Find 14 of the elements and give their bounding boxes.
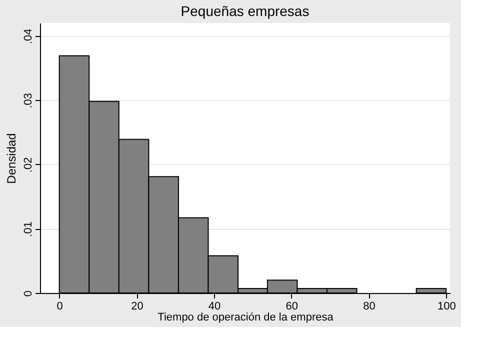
x-axis-title: Tiempo de operación de la empresa (158, 312, 334, 324)
x-tick-label: 80 (363, 300, 376, 312)
y-tick-label: .02 (22, 157, 34, 173)
x-tick-label: 60 (286, 300, 298, 312)
x-tick-label: 100 (437, 300, 456, 312)
y-tick-label: .01 (22, 222, 34, 237)
x-tick-label: 40 (208, 300, 221, 312)
y-axis-title: Densidad (4, 133, 18, 184)
x-tick-label: 20 (131, 300, 144, 312)
x-tick-label: 0 (56, 300, 63, 312)
y-tick-label: .03 (22, 92, 34, 108)
chart-title: Pequeñas empresas (180, 3, 310, 19)
y-tick-label: 0 (22, 290, 34, 297)
y-tick-label: .04 (22, 28, 34, 44)
